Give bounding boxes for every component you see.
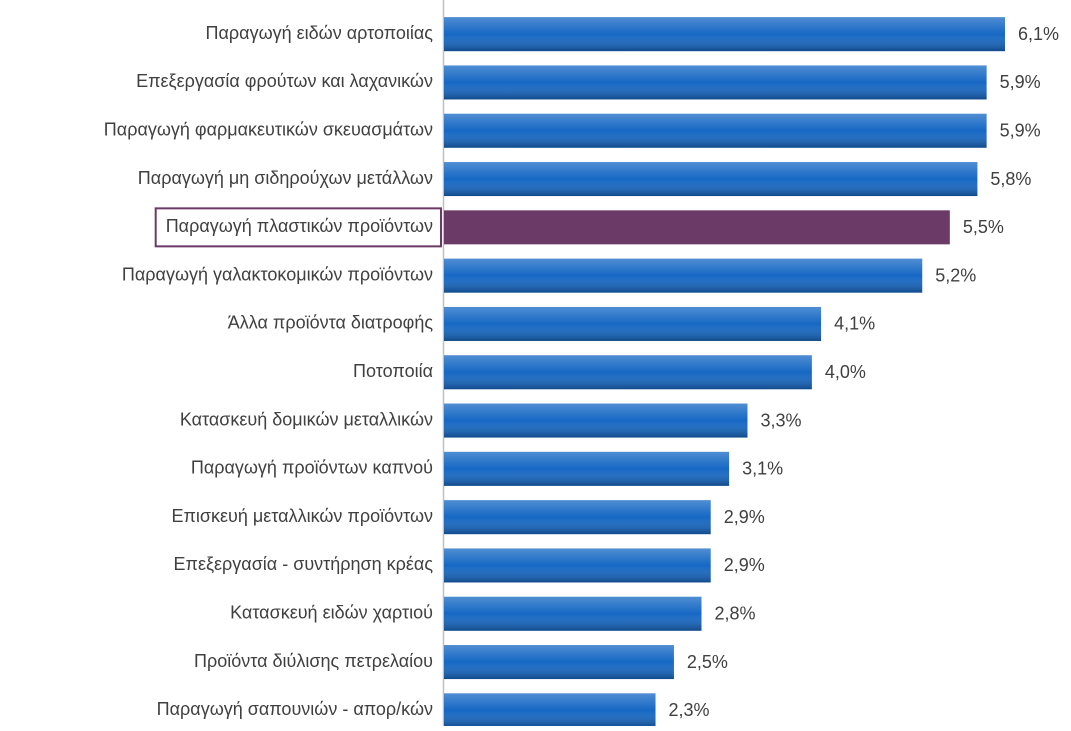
category-label: Κατασκευή δομικών μεταλλικών <box>180 409 433 429</box>
bar-shade <box>444 693 656 728</box>
category-label: Επεξεργασία φρούτων και λαχανικών <box>136 71 433 91</box>
category-label: Παραγωγή γαλακτοκομικών προϊόντων <box>122 264 433 284</box>
value-label: 5,9% <box>1000 72 1041 92</box>
value-label: 2,9% <box>724 507 765 527</box>
value-label: 5,5% <box>963 217 1004 237</box>
value-label: 2,9% <box>724 555 765 575</box>
value-label: 6,1% <box>1018 24 1059 44</box>
value-label: 2,8% <box>715 604 756 624</box>
value-label: 2,5% <box>687 652 728 672</box>
highlight-box <box>154 207 442 248</box>
category-label: Παραγωγή προϊόντων καπνού <box>191 458 433 478</box>
bar-shade <box>444 596 702 631</box>
category-label: Παραγωγή πλαστικών προϊόντων <box>166 216 433 236</box>
bar-shade <box>444 645 674 680</box>
bar <box>444 210 950 245</box>
bar-shade <box>444 65 987 100</box>
value-label: 3,3% <box>760 410 801 430</box>
value-label: 4,0% <box>825 362 866 382</box>
bar-shade <box>444 258 923 293</box>
bar-shade <box>444 17 1005 52</box>
value-label: 5,9% <box>1000 121 1041 141</box>
bar-shade <box>444 451 730 486</box>
category-label: Παραγωγή ειδών αρτοποιίας <box>206 23 434 43</box>
bar-shade <box>444 162 978 197</box>
category-label: Παραγωγή φαρμακευτικών σκευασμάτων <box>104 120 433 140</box>
category-label: Άλλα προϊόντα διατροφής <box>228 313 434 333</box>
value-label: 3,1% <box>742 459 783 479</box>
value-label: 5,2% <box>935 265 976 285</box>
category-label: Παραγωγή μη σιδηρούχων μετάλλων <box>138 168 433 188</box>
bar-shade <box>444 403 748 438</box>
value-label: 5,8% <box>990 169 1031 189</box>
value-label: 2,3% <box>669 700 710 720</box>
category-label: Ποτοποιία <box>353 361 433 381</box>
category-label: Κατασκευή ειδών χαρτιού <box>230 603 433 623</box>
bar-shade <box>444 548 711 583</box>
bar-shade <box>444 306 822 341</box>
category-label: Επισκευή μεταλλικών προϊόντων <box>172 506 434 526</box>
category-label: Προϊόντα διύλισης πετρελαίου <box>194 651 433 671</box>
bar-shade <box>444 500 711 535</box>
category-label: Παραγωγή σαπουνιών - απορ/κών <box>157 699 433 719</box>
category-label: Επεξεργασία - συντήρηση κρέας <box>174 554 434 574</box>
bar-shade <box>444 113 987 148</box>
value-label: 4,1% <box>834 314 875 334</box>
bar-shade <box>444 355 812 390</box>
